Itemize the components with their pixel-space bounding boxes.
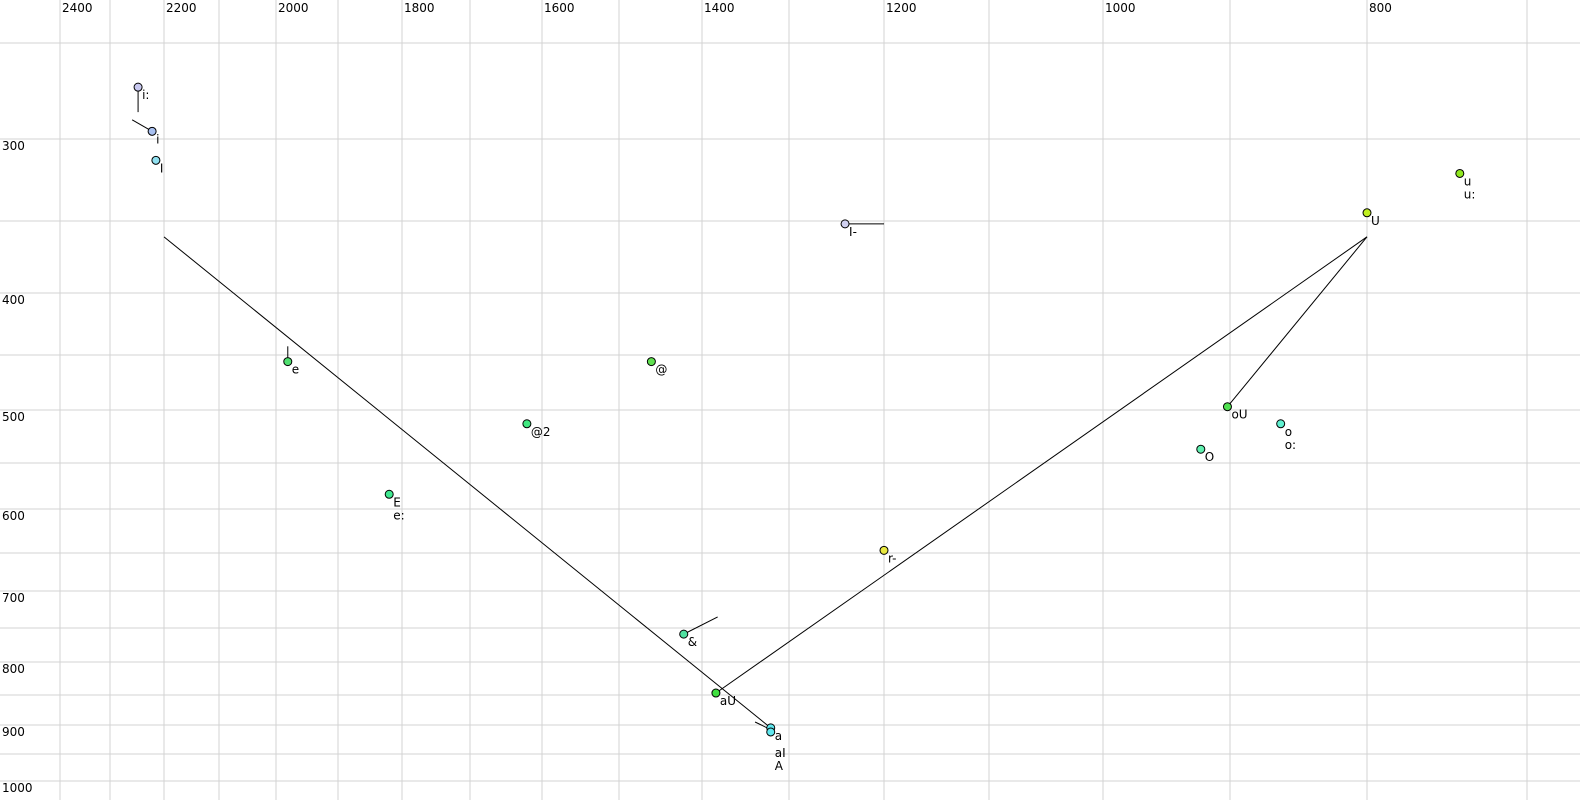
x-tick-label: 1800 xyxy=(404,1,435,15)
x-tick-label: 1600 xyxy=(544,1,575,15)
vowel-point xyxy=(522,419,532,429)
y-tick-label: 500 xyxy=(2,410,25,424)
trajectory-line xyxy=(683,616,718,635)
y-tick-label: 800 xyxy=(2,662,25,676)
vowel-label: O xyxy=(1205,450,1214,464)
vowel-label: A xyxy=(775,759,784,773)
vowel-label: @ xyxy=(655,363,667,377)
vowel-point xyxy=(147,126,157,136)
vowel-label: e xyxy=(292,363,299,377)
vowel-point xyxy=(646,357,656,367)
vowel-point xyxy=(1362,208,1372,218)
vowel-point xyxy=(151,155,161,165)
vowel-label: o: xyxy=(1285,438,1296,452)
vowel-label: aI xyxy=(775,746,786,760)
vowel-point xyxy=(283,357,293,367)
vowel-label: @2 xyxy=(531,425,551,439)
vowel-label: i xyxy=(156,132,159,146)
vowel-label: u xyxy=(1464,174,1472,188)
y-tick-label: 600 xyxy=(2,509,25,523)
vowel-label: i: xyxy=(142,88,149,102)
vowel-label: e: xyxy=(393,508,404,522)
trajectory-line xyxy=(1227,236,1368,408)
vowel-label: I- xyxy=(849,225,857,239)
vowel-label: o xyxy=(1285,425,1292,439)
vowel-point xyxy=(1276,419,1286,429)
vowel-label: U xyxy=(1371,214,1380,228)
x-tick-label: 2400 xyxy=(62,1,93,15)
vowel-label: I xyxy=(160,161,164,175)
x-tick-label: 1000 xyxy=(1105,1,1136,15)
vowel-point xyxy=(879,545,889,555)
y-tick-label: 1000 xyxy=(2,781,33,795)
vowel-label: aU xyxy=(720,694,736,708)
vowel-point xyxy=(1222,402,1232,412)
vowel-point xyxy=(711,688,721,698)
x-tick-label: 1200 xyxy=(886,1,917,15)
vowel-label: E xyxy=(393,495,401,509)
vowel-label: u: xyxy=(1464,187,1476,201)
trajectory-line xyxy=(715,236,1368,694)
vowel-label: r- xyxy=(888,551,897,565)
vowel-point xyxy=(679,629,689,639)
y-tick-label: 400 xyxy=(2,293,25,307)
vowel-label: & xyxy=(688,635,697,649)
vowel-label: oU xyxy=(1231,408,1247,422)
vowel-point xyxy=(1455,168,1465,178)
y-tick-label: 300 xyxy=(2,139,25,153)
tick-labels: 2400 2200 2000 1800 1600 1400 1200 1000 800 300 40… xyxy=(2,1,1392,795)
vowel-point xyxy=(766,727,776,737)
vowel-point xyxy=(133,82,143,92)
x-tick-label: 2200 xyxy=(166,1,197,15)
points: i: i Ie Ee: @ @2 & aU a aIA I-r- Uuu: oU oo: O xyxy=(133,82,1476,773)
trajectory-line xyxy=(163,236,772,729)
y-tick-label: 700 xyxy=(2,591,25,605)
vowel-point xyxy=(840,219,850,229)
x-tick-label: 1400 xyxy=(704,1,735,15)
vowel-point xyxy=(1196,444,1206,454)
vowel-point xyxy=(384,489,394,499)
x-tick-label: 2000 xyxy=(278,1,309,15)
y-tick-label: 900 xyxy=(2,725,25,739)
trajectories xyxy=(131,87,1368,731)
x-tick-label: 800 xyxy=(1369,1,1392,15)
vowel-label: a xyxy=(775,729,782,743)
